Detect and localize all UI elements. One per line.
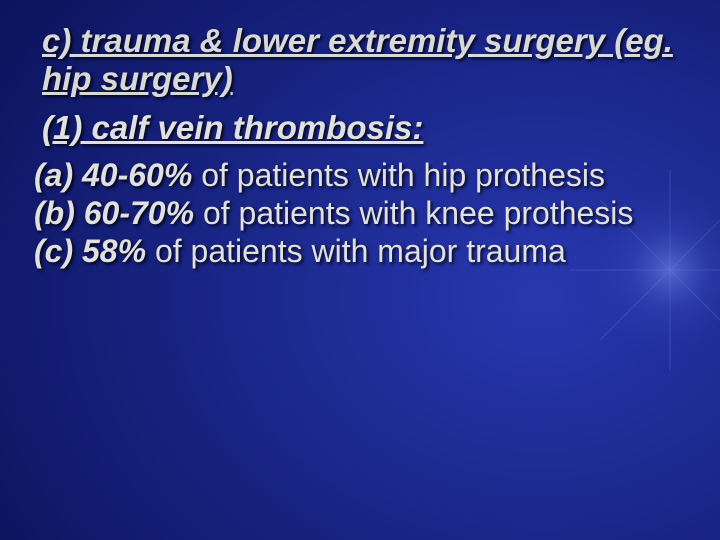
list-item-a: (a) 40-60% of patients with hip prothesi… [34, 157, 680, 195]
slide-content: c) trauma & lower extremity surgery (eg.… [0, 0, 720, 291]
item-b-lead: (b) 60-70% [34, 195, 203, 231]
item-c-rest: of patients with major trauma [155, 233, 566, 269]
item-a-lead: (a) 40-60% [34, 157, 201, 193]
list-item-b: (b) 60-70% of patients with knee prothes… [34, 195, 680, 233]
item-b-rest: of patients with knee prothesis [203, 195, 633, 231]
list-item-c: (c) 58% of patients with major trauma [34, 233, 680, 271]
subsection-heading-1: (1) calf vein thrombosis: [42, 108, 680, 148]
item-c-lead: (c) 58% [34, 233, 155, 269]
item-a-rest: of patients with hip prothesis [201, 157, 605, 193]
section-heading-c: c) trauma & lower extremity surgery (eg.… [42, 22, 680, 98]
